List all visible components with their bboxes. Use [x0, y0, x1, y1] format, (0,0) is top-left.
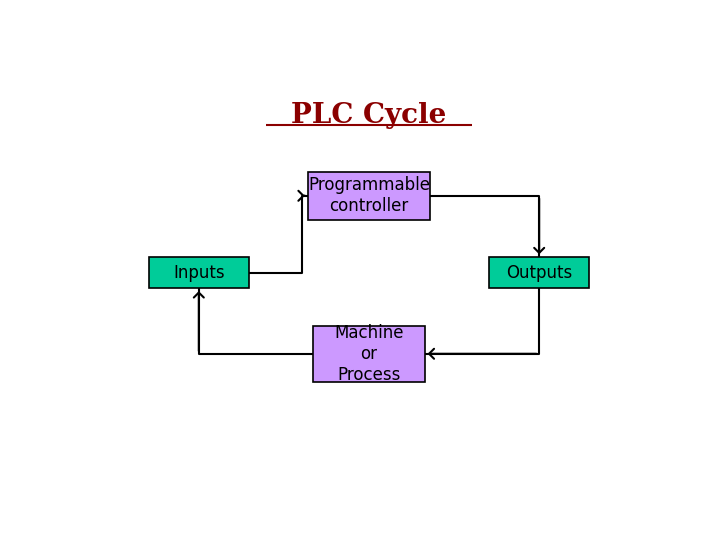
FancyBboxPatch shape: [307, 172, 431, 220]
FancyBboxPatch shape: [148, 257, 249, 288]
Text: PLC Cycle: PLC Cycle: [292, 102, 446, 129]
FancyBboxPatch shape: [489, 257, 590, 288]
Text: Inputs: Inputs: [173, 264, 225, 282]
FancyBboxPatch shape: [313, 326, 425, 382]
Text: Outputs: Outputs: [506, 264, 572, 282]
Text: Machine
or
Process: Machine or Process: [334, 324, 404, 383]
Text: Programmable
controller: Programmable controller: [308, 177, 430, 215]
